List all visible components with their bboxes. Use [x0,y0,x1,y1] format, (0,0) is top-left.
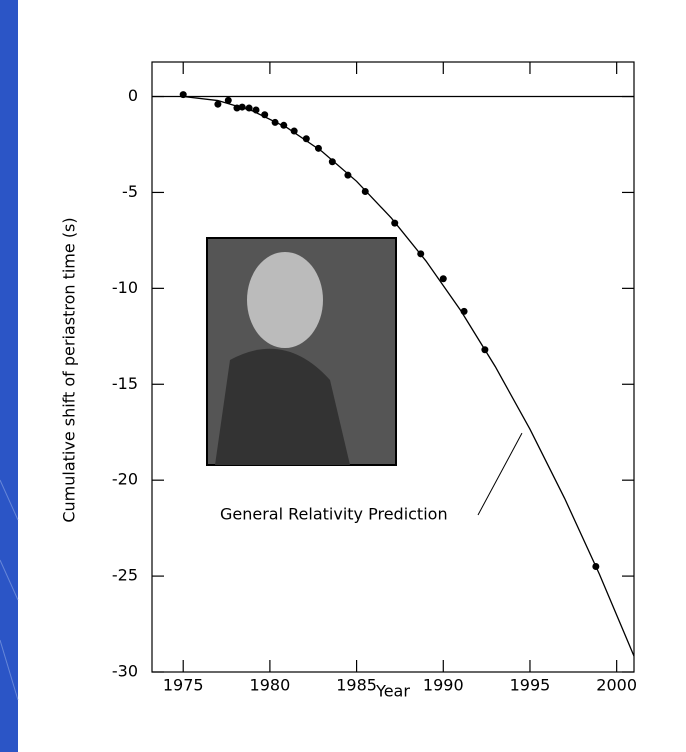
data-point [271,118,279,126]
data-point [328,158,336,166]
portrait-coat [215,348,350,465]
y-tick-label: -5 [122,182,138,201]
y-tick-label: -30 [112,662,138,681]
y-axis-label: Cumulative shift of periastron time (s) [60,217,79,522]
y-tick-label: -10 [112,278,138,297]
data-point [460,307,468,315]
background-decoration [0,479,19,701]
y-tick-label: -25 [112,566,138,585]
annotation-leader [477,432,523,516]
prediction-curve [183,95,635,657]
data-point [361,187,369,195]
x-tick-label: 1975 [163,676,204,695]
data-point [344,171,352,179]
x-tick-label: 1985 [336,676,377,695]
annotation: General Relativity Prediction [220,505,448,524]
x-tick-label: 1980 [250,676,291,695]
x-tick-label: 1995 [510,676,551,695]
data-point [224,96,232,104]
data-point [179,91,187,99]
portrait-face [247,252,323,348]
x-axis-label: Year [375,682,410,701]
y-tick-label: -20 [112,470,138,489]
data-point [314,144,322,152]
data-point [252,106,260,114]
data-point [290,127,298,135]
data-point [261,111,269,119]
data-point [302,135,310,143]
data-point [439,275,447,283]
data-point [481,346,489,354]
data-point [214,100,222,108]
data-point [592,562,600,570]
data-point [233,104,241,112]
x-tick-label: 2000 [596,676,637,695]
y-tick-label: -15 [112,374,138,393]
data-point [238,103,246,111]
data-point [417,250,425,258]
data-point [245,104,253,112]
data-point [280,121,288,129]
plot-frame [151,61,635,673]
x-tick-label: 1990 [423,676,464,695]
y-tick-label: 0 [128,86,138,105]
data-point [391,219,399,227]
